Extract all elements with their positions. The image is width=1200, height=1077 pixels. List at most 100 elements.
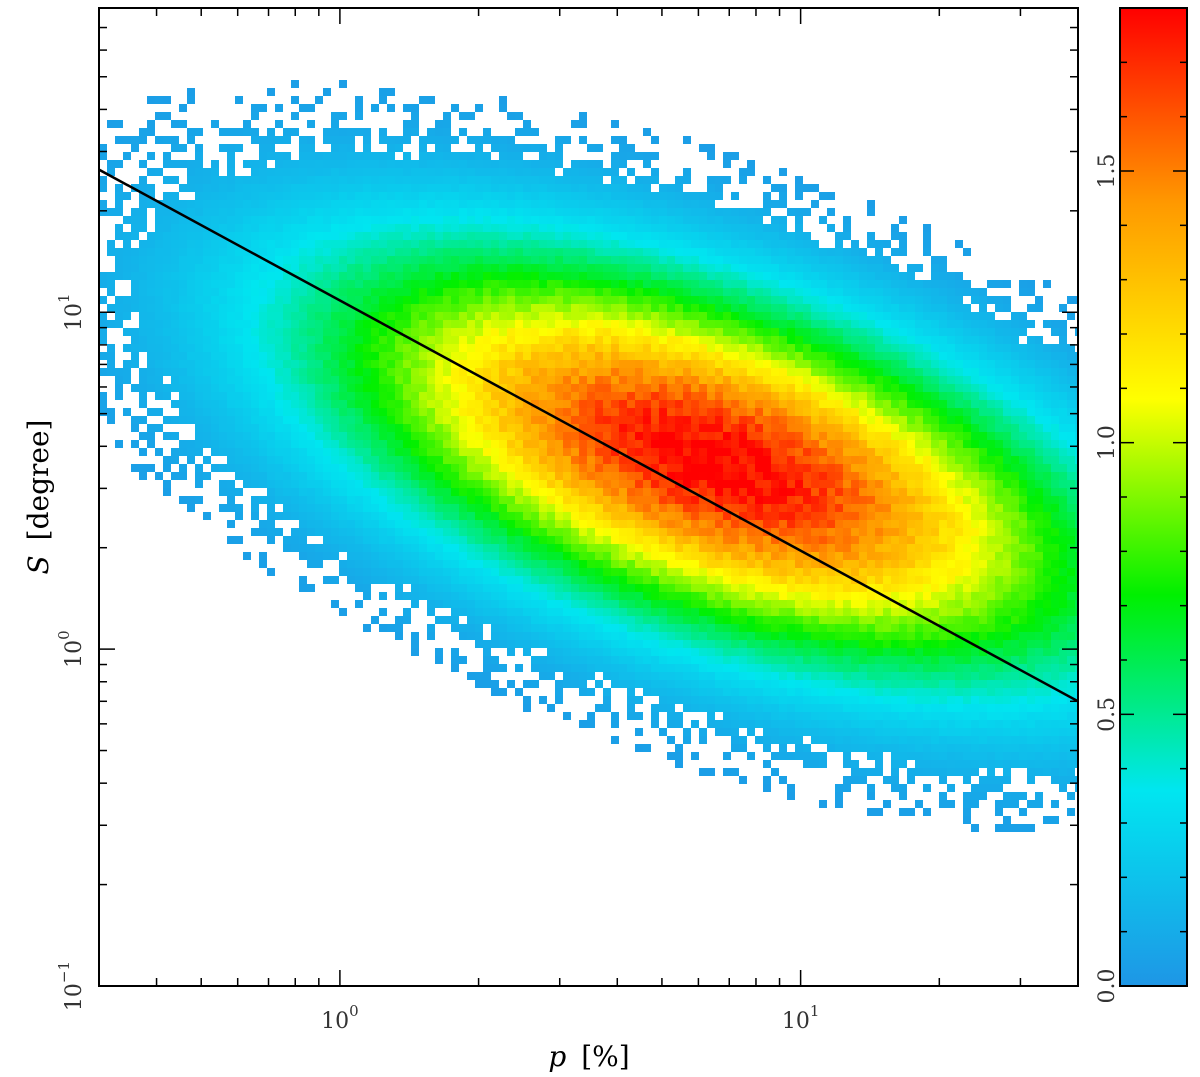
density-cell [979,456,987,464]
density-cell [331,264,339,272]
density-cell [811,256,819,264]
density-cell [1027,352,1035,360]
density-cell [923,376,931,384]
density-cell [267,336,275,344]
density-cell [531,248,539,256]
density-cell [1059,400,1067,408]
density-cell [619,512,627,520]
density-cell [203,256,211,264]
density-cell [403,136,411,144]
density-cell [267,128,275,136]
density-cell [627,424,635,432]
density-cell [971,416,979,424]
density-cell [411,232,419,240]
density-cell [763,392,771,400]
density-cell [211,256,219,264]
density-cell [827,256,835,264]
density-cell [363,424,371,432]
density-cell [931,392,939,400]
density-cell [171,352,179,360]
density-cell [747,368,755,376]
density-cell [819,440,827,448]
density-cell [555,152,563,160]
density-cell [707,472,715,480]
density-cell [155,232,163,240]
density-cell [619,344,627,352]
density-cell [875,504,883,512]
density-cell [427,400,435,408]
density-cell [291,360,299,368]
density-cell [291,240,299,248]
density-cell [451,432,459,440]
density-cell [379,376,387,384]
density-heatmap [99,80,1078,832]
density-cell [163,368,171,376]
density-cell [571,480,579,488]
density-cell [899,368,907,376]
density-cell [659,248,667,256]
density-cell [299,104,307,112]
density-cell [219,384,227,392]
density-cell [659,488,667,496]
density-cell [467,152,475,160]
density-cell [131,464,139,472]
density-cell [139,256,147,264]
density-cell [827,488,835,496]
density-cell [291,264,299,272]
density-cell [475,200,483,208]
density-cell [843,320,851,328]
density-cell [443,128,451,136]
density-cell [755,248,763,256]
density-cell [803,496,811,504]
density-cell [779,416,787,424]
density-cell [819,272,827,280]
density-cell [723,472,731,480]
density-cell [331,400,339,408]
density-cell [315,432,323,440]
density-cell [707,416,715,424]
density-cell [483,128,491,136]
density-cell [619,208,627,216]
density-cell [187,328,195,336]
density-cell [643,248,651,256]
density-cell [443,496,451,504]
density-cell [267,216,275,224]
density-cell [243,432,251,440]
density-cell [507,456,515,464]
density-cell [459,440,467,448]
density-cell [371,152,379,160]
density-cell [395,400,403,408]
density-cell [523,168,531,176]
density-cell [499,344,507,352]
density-cell [339,328,347,336]
density-cell [619,136,627,144]
density-cell [339,456,347,464]
density-cell [939,376,947,384]
density-cell [163,152,171,160]
density-cell [483,440,491,448]
density-cell [291,208,299,216]
density-cell [803,264,811,272]
density-cell [643,200,651,208]
density-cell [291,496,299,504]
density-cell [595,144,603,152]
density-cell [435,192,443,200]
density-cell [603,224,611,232]
density-cell [419,160,427,168]
density-cell [587,472,595,480]
density-cell [403,408,411,416]
density-cell [235,248,243,256]
density-cell [867,448,875,456]
density-cell [827,344,835,352]
density-cell [779,488,787,496]
density-cell [275,280,283,288]
density-cell [787,360,795,368]
density-cell [827,416,835,424]
density-cell [443,296,451,304]
density-cell [411,400,419,408]
density-cell [611,416,619,424]
density-cell [787,512,795,520]
density-cell [203,408,211,416]
density-cell [691,192,699,200]
density-cell [467,304,475,312]
